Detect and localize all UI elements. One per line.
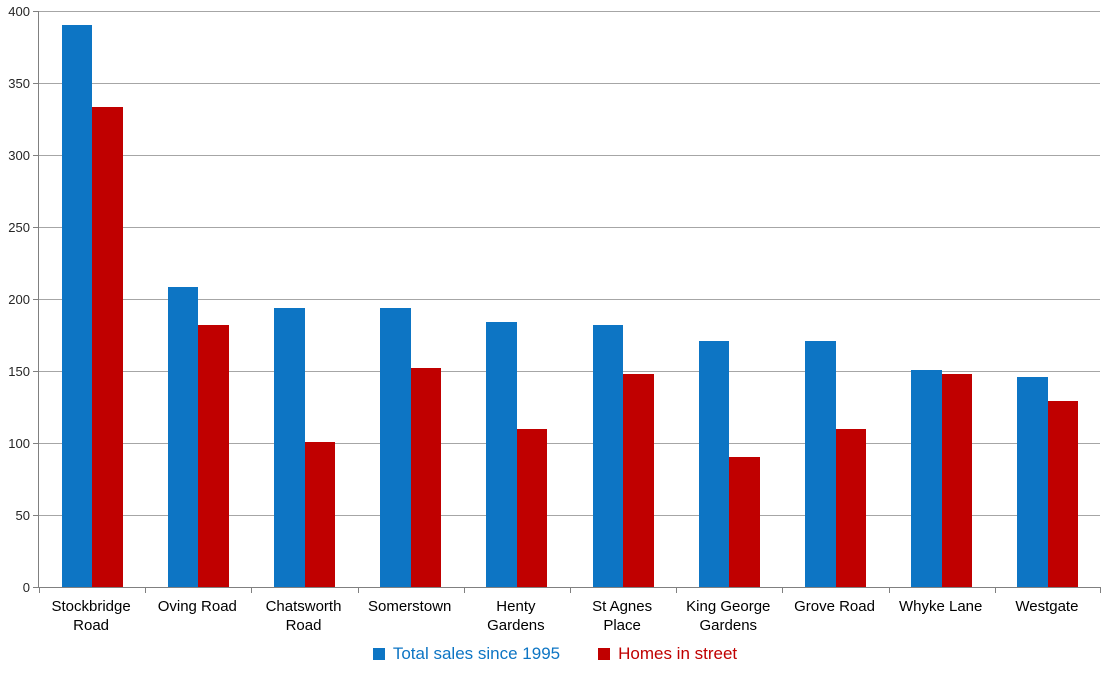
bar-homes-in-street	[410, 368, 442, 587]
x-axis-category-label: St Agnes Place	[592, 598, 653, 634]
legend-item-total-sales: Total sales since 1995	[372, 643, 561, 665]
gridline	[39, 227, 1100, 228]
gridline	[39, 515, 1100, 516]
bar-homes-in-street	[92, 107, 123, 587]
x-axis-category-label: King George Gardens	[686, 598, 771, 634]
x-axis-tick	[676, 587, 678, 593]
legend-label-homes-in-street: Homes in street	[618, 644, 738, 663]
gridline	[39, 83, 1100, 84]
y-axis-tick	[33, 155, 39, 156]
bar-total-sales	[486, 322, 517, 587]
x-axis-category-label: Stockbridge Road	[51, 598, 131, 634]
legend-label-total-sales: Total sales since 1995	[392, 644, 561, 663]
legend-item-homes-in-street: Homes in street	[598, 643, 737, 665]
x-axis-tick	[994, 587, 996, 593]
plot-area	[33, 11, 1101, 593]
gridline	[39, 155, 1100, 156]
gridline	[39, 443, 1100, 444]
x-axis-category-label: Chatsworth Road	[265, 598, 342, 634]
legend-swatch-homes-in-street-icon	[598, 648, 611, 660]
gridline	[39, 371, 1100, 372]
y-axis-tick-label: 200	[8, 292, 30, 307]
x-axis-tick	[39, 587, 40, 593]
y-axis-tick-label: 50	[15, 508, 30, 523]
bar-homes-in-street	[623, 373, 654, 587]
x-axis-category-label: Westgate	[1015, 598, 1079, 615]
y-axis-tick	[33, 587, 39, 588]
y-axis-tick-label: 300	[8, 148, 30, 163]
y-axis-tick-label: 250	[8, 220, 30, 235]
x-axis-tick	[570, 587, 571, 593]
y-axis-tick	[33, 371, 39, 372]
y-axis-tick-label: 350	[8, 76, 30, 91]
y-axis-tick-label: 100	[8, 436, 30, 451]
bar-homes-in-street	[198, 324, 229, 587]
bar-total-sales	[61, 25, 93, 587]
y-axis-tick	[33, 83, 39, 84]
bar-total-sales	[698, 340, 730, 587]
bar-total-sales	[274, 307, 305, 587]
x-axis-category-label: Grove Road	[794, 598, 875, 615]
y-axis-tick-label: 400	[8, 4, 30, 19]
bar-total-sales	[911, 369, 942, 587]
y-axis-tick	[33, 227, 39, 228]
bar-homes-in-street	[729, 457, 760, 587]
y-axis-tick-label: 0	[22, 580, 30, 595]
bar-total-sales	[380, 307, 411, 587]
x-axis-tick	[782, 587, 784, 593]
x-axis-tick	[888, 587, 890, 593]
legend: Total sales since 1995 Homes in street	[0, 643, 1110, 665]
y-axis-tick	[33, 443, 39, 444]
y-axis-tick-label: 150	[8, 364, 30, 379]
x-axis-category-label: Somerstown	[368, 598, 452, 615]
x-axis-category-label: Oving Road	[157, 598, 237, 615]
bar-total-sales	[1017, 376, 1048, 587]
gridline	[39, 299, 1100, 300]
x-axis-tick	[1100, 587, 1101, 593]
y-axis-tick	[33, 11, 39, 12]
y-axis-tick	[33, 515, 39, 516]
y-axis-labels: 0 50 100 150 200 250 300 350 400	[0, 4, 30, 595]
x-axis-tick	[463, 587, 465, 593]
x-axis-tick	[251, 587, 253, 593]
bar-total-sales	[167, 287, 199, 587]
bar-homes-in-street	[835, 428, 866, 587]
legend-swatch-total-sales-icon	[372, 648, 385, 660]
x-axis-tick	[357, 587, 359, 593]
y-axis-tick	[33, 299, 39, 300]
x-axis-labels: Stockbridge Road Oving Road Chatsworth Roa…	[38, 597, 1100, 639]
bar-homes-in-street	[941, 373, 973, 587]
x-axis-tick	[145, 587, 147, 593]
bar-total-sales	[592, 324, 624, 587]
bar-total-sales	[805, 340, 836, 587]
gridline	[39, 11, 1100, 12]
x-axis-category-label: Henty Gardens	[487, 598, 545, 634]
bar-homes-in-street	[516, 428, 548, 587]
x-axis-category-label: Whyke Lane	[898, 598, 983, 615]
bar-homes-in-street	[1047, 401, 1079, 587]
bar-homes-in-street	[304, 441, 335, 587]
